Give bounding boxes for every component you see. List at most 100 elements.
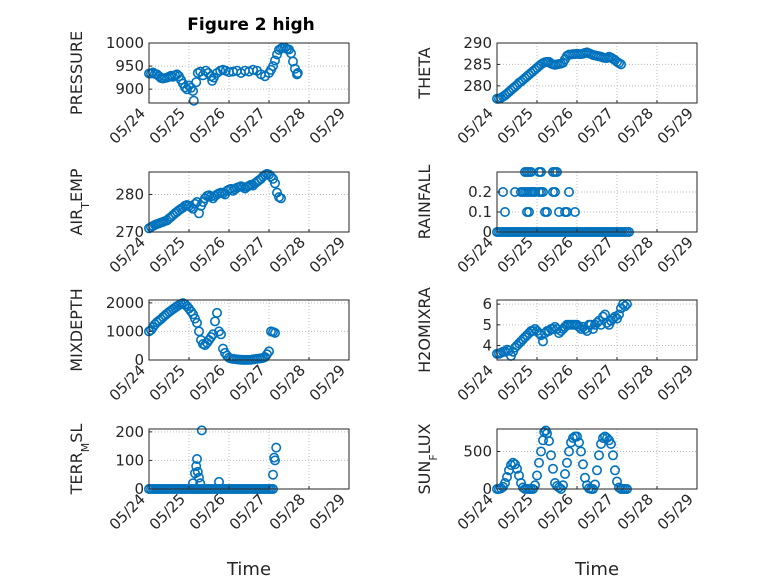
data-point <box>216 329 227 340</box>
data-point <box>541 207 552 218</box>
y-axis-label: PRESSURE <box>67 31 86 115</box>
y-axis-label: MIXDEPTH <box>67 288 86 371</box>
data-point <box>563 446 574 457</box>
plot-frame <box>496 299 698 361</box>
y-axis-label-subscript: F <box>427 454 440 460</box>
data-point <box>501 471 512 482</box>
figure-title: Figure 2 high <box>187 15 315 35</box>
data-point <box>619 301 630 312</box>
y-tick-label: 200 <box>115 423 144 441</box>
y-axis-label-main: PRESSURE <box>67 31 86 115</box>
data-point <box>563 187 574 198</box>
data-point <box>613 309 624 320</box>
y-axis-label: THETA <box>415 47 434 99</box>
data-point <box>611 476 622 487</box>
data-point <box>269 327 280 338</box>
data-point <box>593 450 604 461</box>
data-point <box>195 478 206 489</box>
data-point <box>591 465 602 476</box>
y-axis-label-tail: EMP <box>67 168 86 202</box>
data-point <box>575 446 586 457</box>
y-axis-label-subscript: M <box>79 443 92 453</box>
data-point <box>573 321 584 332</box>
plot-frame <box>148 42 350 104</box>
y-axis-label: H2OMIXRA <box>415 287 434 373</box>
data-point <box>595 438 606 449</box>
plot-frame <box>148 428 350 490</box>
y-axis-label-main: AIR <box>67 209 86 236</box>
y-tick-label: 0 <box>482 223 492 241</box>
y-axis-label-main: MIXDEPTH <box>67 288 86 371</box>
data-point <box>499 207 510 218</box>
data-point <box>577 459 588 470</box>
data-point <box>267 61 278 72</box>
y-axis-label-main: H2OMIXRA <box>415 287 434 373</box>
plot-frame <box>496 428 698 490</box>
data-point <box>509 459 520 470</box>
y-axis-label-main: SUN <box>415 461 434 495</box>
data-point <box>194 472 205 483</box>
y-axis-label: RAINFALL <box>415 165 434 240</box>
y-tick-label: 0 <box>482 480 492 498</box>
data-point <box>605 438 616 449</box>
y-tick-label: 950 <box>115 57 144 75</box>
data-point <box>523 207 534 218</box>
data-point <box>547 463 558 474</box>
data-point <box>575 323 586 334</box>
data-point <box>192 453 203 464</box>
data-point <box>527 325 538 336</box>
data-point <box>571 431 582 442</box>
plot-frame <box>496 42 698 104</box>
y-tick-label: 1000 <box>106 322 144 340</box>
data-point <box>269 55 280 66</box>
plot-frame <box>148 171 350 233</box>
data-point <box>267 173 278 184</box>
data-points <box>144 168 286 234</box>
y-tick-label: 0.1 <box>468 203 492 221</box>
data-point <box>559 468 570 479</box>
y-tick-label: 900 <box>115 80 144 98</box>
y-tick-label: 290 <box>463 34 492 52</box>
data-point <box>269 178 280 189</box>
y-tick-label: 0 <box>134 351 144 369</box>
data-point <box>609 465 620 476</box>
plot-frame <box>496 171 698 233</box>
y-tick-label: 0 <box>134 480 144 498</box>
y-axis-label-main: TERR <box>67 452 86 495</box>
y-tick-label: 285 <box>463 55 492 73</box>
y-tick-label: 1000 <box>106 34 144 52</box>
x-axis-label: Time <box>574 559 619 580</box>
data-point <box>271 442 282 453</box>
data-point <box>615 59 626 70</box>
data-point <box>200 65 211 76</box>
y-axis-label: AIRTEMP <box>67 168 92 235</box>
data-point <box>212 307 223 318</box>
data-point <box>511 463 522 474</box>
y-axis-label-tail: SL <box>67 424 86 443</box>
data-point <box>188 95 199 106</box>
data-point <box>545 450 556 461</box>
y-axis-label-main: RAINFALL <box>415 165 434 240</box>
data-point <box>499 477 510 488</box>
y-tick-label: 500 <box>463 443 492 461</box>
data-point <box>191 77 202 88</box>
y-axis-label-tail: LUX <box>415 423 434 454</box>
data-point <box>188 478 199 489</box>
y-tick-label: 0.2 <box>468 183 492 201</box>
y-tick-label: 4 <box>482 337 492 355</box>
y-tick-label: 5 <box>482 316 492 334</box>
data-point <box>206 332 217 343</box>
plot-area <box>148 428 350 490</box>
x-axis-label: Time <box>226 559 271 580</box>
y-axis-label-main: THETA <box>415 47 434 99</box>
data-point <box>275 193 286 204</box>
y-tick-label: 280 <box>463 77 492 95</box>
data-point <box>292 68 303 79</box>
y-axis-label-subscript: T <box>79 202 92 210</box>
data-point <box>192 466 203 477</box>
data-point <box>533 457 544 468</box>
data-point <box>269 455 280 466</box>
y-tick-label: 100 <box>115 451 144 469</box>
y-tick-label: 270 <box>115 223 144 241</box>
